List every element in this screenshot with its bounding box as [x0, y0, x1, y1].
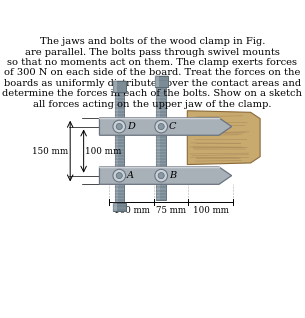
Polygon shape [99, 167, 231, 184]
Text: so that no moments act on them. The clamp exerts forces: so that no moments act on them. The clam… [8, 58, 297, 67]
Polygon shape [113, 203, 117, 211]
Circle shape [155, 120, 167, 133]
Text: 100 mm: 100 mm [113, 206, 149, 215]
Polygon shape [155, 76, 167, 87]
Polygon shape [99, 118, 231, 135]
Text: 100 mm: 100 mm [193, 206, 228, 215]
Polygon shape [156, 87, 160, 200]
Circle shape [158, 123, 164, 130]
Text: The jaws and bolts of the wood clamp in Fig.: The jaws and bolts of the wood clamp in … [40, 37, 265, 46]
Circle shape [116, 123, 122, 130]
Text: of 300 N on each side of the board. Treat the forces on the: of 300 N on each side of the board. Trea… [4, 68, 301, 78]
Polygon shape [113, 203, 126, 211]
Polygon shape [114, 92, 124, 203]
Text: boards as uniformly distributed over the contact areas and: boards as uniformly distributed over the… [4, 79, 301, 88]
Polygon shape [114, 92, 118, 203]
Text: D: D [127, 122, 135, 131]
Text: 150 mm: 150 mm [32, 147, 69, 156]
Polygon shape [155, 76, 159, 87]
Circle shape [116, 173, 122, 179]
Text: C: C [169, 122, 176, 131]
Text: A: A [127, 171, 134, 180]
Polygon shape [156, 87, 166, 200]
Text: 100 mm: 100 mm [85, 147, 122, 156]
Circle shape [155, 169, 167, 182]
Polygon shape [113, 81, 117, 92]
Text: all forces acting on the upper jaw of the clamp.: all forces acting on the upper jaw of th… [33, 100, 272, 109]
Circle shape [158, 173, 164, 179]
Polygon shape [187, 111, 260, 164]
Circle shape [113, 120, 126, 133]
Text: are parallel. The bolts pass through swivel mounts: are parallel. The bolts pass through swi… [25, 48, 280, 57]
Text: B: B [169, 171, 176, 180]
Text: 75 mm: 75 mm [156, 206, 186, 215]
Polygon shape [113, 81, 126, 92]
Circle shape [113, 169, 126, 182]
Text: determine the forces in each of the bolts. Show on a sketch: determine the forces in each of the bolt… [2, 89, 303, 98]
